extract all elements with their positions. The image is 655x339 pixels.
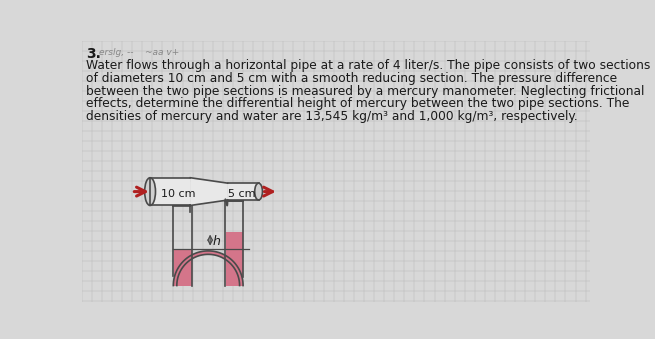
Polygon shape — [174, 251, 243, 285]
Bar — [174, 248, 191, 285]
Bar — [150, 178, 191, 205]
Text: 3.: 3. — [86, 47, 102, 61]
Text: densities of mercury and water are 13,545 kg/m³ and 1,000 kg/m³, respectively.: densities of mercury and water are 13,54… — [86, 110, 578, 123]
Text: effects, determine the differential height of mercury between the two pipe secti: effects, determine the differential heig… — [86, 97, 629, 110]
Text: h: h — [212, 235, 220, 248]
Text: between the two pipe sections is measured by a mercury manometer. Neglecting fri: between the two pipe sections is measure… — [86, 84, 644, 98]
Bar — [227, 183, 259, 200]
Ellipse shape — [255, 183, 263, 200]
Text: 5 cm: 5 cm — [229, 189, 256, 199]
Text: 10 cm: 10 cm — [161, 189, 195, 199]
Text: Water flows through a horizontal pipe at a rate of 4 liter/s. The pipe consists : Water flows through a horizontal pipe at… — [86, 59, 650, 72]
Text: erslg, --    ~aa v+: erslg, -- ~aa v+ — [99, 47, 179, 57]
Bar — [225, 232, 243, 285]
Ellipse shape — [145, 178, 155, 205]
Polygon shape — [191, 178, 227, 205]
Text: of diameters 10 cm and 5 cm with a smooth reducing section. The pressure differe: of diameters 10 cm and 5 cm with a smoot… — [86, 72, 617, 85]
